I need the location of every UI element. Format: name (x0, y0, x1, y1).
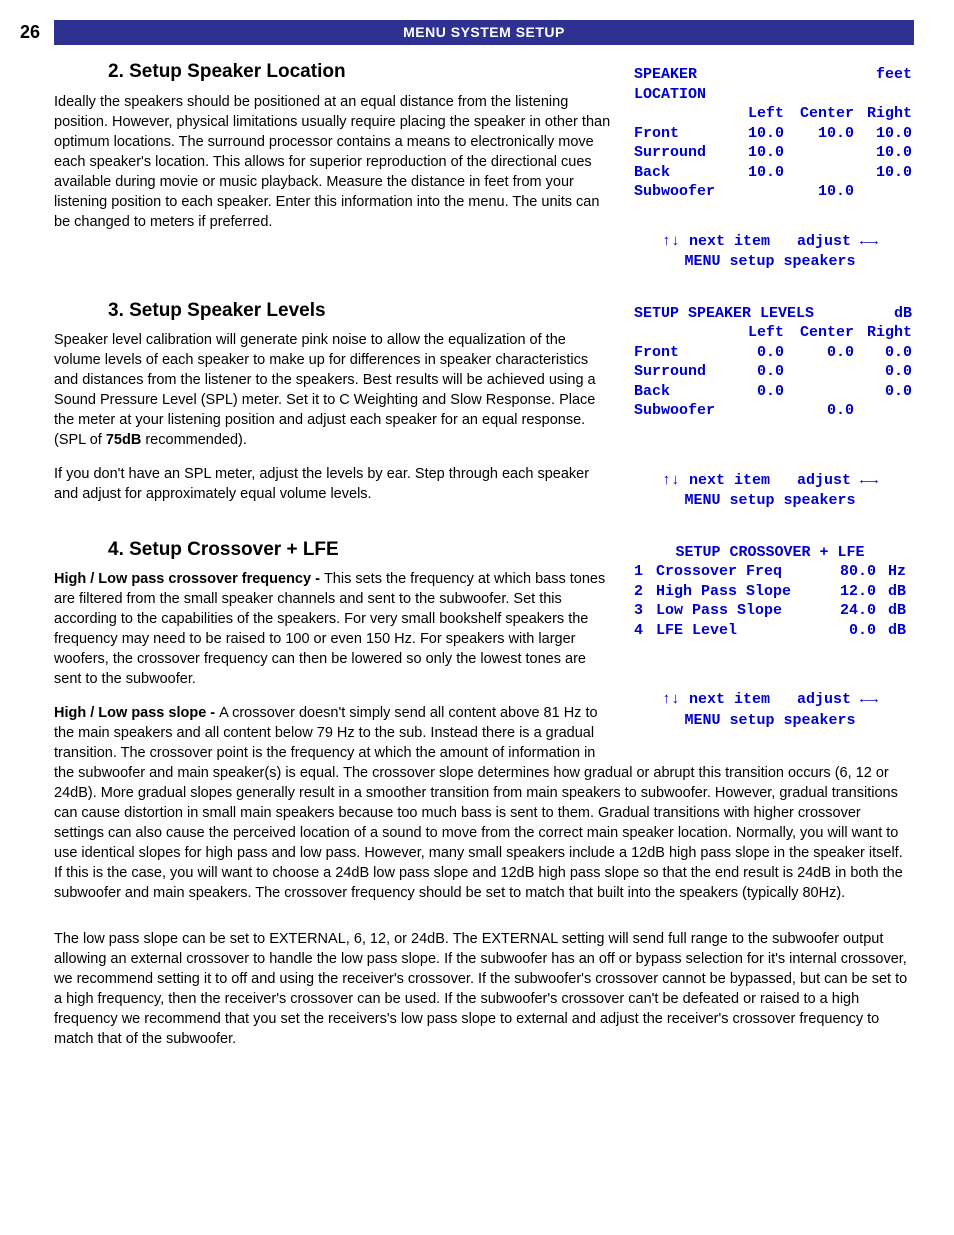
row-val: 10.0 (784, 124, 854, 144)
row-label: LFE Level (656, 621, 806, 641)
osd2-row-sub: Subwoofer 0.0 (634, 401, 906, 421)
row-val: 0.0 (854, 382, 912, 402)
row-val: 10.0 (724, 143, 784, 163)
osd-speaker-location: SPEAKER LOCATION feet Left Center Right … (626, 59, 914, 280)
row-val: 0.0 (724, 362, 784, 382)
nav-hint: adjust ←→ (797, 233, 878, 250)
row-unit: Hz (876, 562, 906, 582)
row-label: Surround (634, 362, 724, 382)
osd2-unit: dB (854, 304, 912, 324)
row-val (724, 182, 784, 202)
osd3-row: 3 Low Pass Slope 24.0 dB (634, 601, 906, 621)
row-val (784, 362, 854, 382)
row-val: 10.0 (724, 124, 784, 144)
row-val: 0.0 (724, 382, 784, 402)
osd2-row-back: Back 0.0 0.0 (634, 382, 906, 402)
row-val: 0.0 (784, 343, 854, 363)
row-label: Subwoofer (634, 401, 724, 421)
row-unit: dB (876, 582, 906, 602)
row-val (854, 182, 912, 202)
row-val (854, 401, 912, 421)
row-val: 10.0 (854, 143, 912, 163)
row-unit: dB (876, 621, 906, 641)
row-val: 0.0 (854, 343, 912, 363)
osd1-row-back: Back 10.0 10.0 (634, 163, 906, 183)
text-bold: High / Low pass slope - (54, 705, 219, 721)
row-num: 2 (634, 582, 656, 602)
row-label: Front (634, 343, 724, 363)
row-val (784, 143, 854, 163)
row-num: 4 (634, 621, 656, 641)
nav-hint: MENU setup speakers (634, 711, 906, 731)
col-center: Center (784, 323, 854, 343)
row-val (724, 401, 784, 421)
row-num: 1 (634, 562, 656, 582)
row-label: High Pass Slope (656, 582, 806, 602)
osd-speaker-levels: SETUP SPEAKER LEVELS dB Left Center Righ… (626, 298, 914, 519)
row-label: Surround (634, 143, 724, 163)
text-bold: 75dB (106, 432, 141, 448)
nav-hint: adjust ←→ (797, 472, 878, 489)
row-label: Front (634, 124, 724, 144)
osd2-row-front: Front 0.0 0.0 0.0 (634, 343, 906, 363)
nav-hint: adjust ←→ (797, 691, 878, 708)
page-number: 26 (20, 20, 54, 45)
nav-hint: MENU setup speakers (634, 252, 906, 272)
osd1-row-front: Front 10.0 10.0 10.0 (634, 124, 906, 144)
text: Speaker level calibration will generate … (54, 332, 596, 448)
section-header: MENU SYSTEM SETUP (54, 20, 914, 45)
row-label: Crossover Freq (656, 562, 806, 582)
osd-crossover: SETUP CROSSOVER + LFE 1 Crossover Freq 8… (626, 537, 914, 739)
row-val: 0.0 (806, 621, 876, 641)
row-val: 12.0 (806, 582, 876, 602)
row-val (784, 382, 854, 402)
osd1-row-sub: Subwoofer 10.0 (634, 182, 906, 202)
row-val: 10.0 (724, 163, 784, 183)
osd3-row: 4 LFE Level 0.0 dB (634, 621, 906, 641)
nav-hint: ↑↓ next item (662, 233, 770, 250)
row-label: Back (634, 163, 724, 183)
row-val: 80.0 (806, 562, 876, 582)
row-label: Subwoofer (634, 182, 724, 202)
col-left: Left (724, 104, 784, 124)
row-val: 0.0 (724, 343, 784, 363)
osd1-unit: feet (854, 65, 912, 104)
row-val: 10.0 (784, 182, 854, 202)
osd3-row: 1 Crossover Freq 80.0 Hz (634, 562, 906, 582)
paragraph: The low pass slope can be set to EXTERNA… (54, 929, 914, 1049)
osd3-title: SETUP CROSSOVER + LFE (634, 543, 906, 563)
text: This sets the frequency at which bass to… (54, 571, 605, 687)
nav-hint: ↑↓ next item (662, 691, 770, 708)
col-left: Left (724, 323, 784, 343)
osd1-title: SPEAKER LOCATION (634, 66, 706, 103)
row-val: 10.0 (854, 163, 912, 183)
row-val (784, 163, 854, 183)
osd1-row-surround: Surround 10.0 10.0 (634, 143, 906, 163)
osd2-row-surround: Surround 0.0 0.0 (634, 362, 906, 382)
col-center: Center (784, 104, 854, 124)
nav-hint: ↑↓ next item (662, 472, 770, 489)
row-val: 24.0 (806, 601, 876, 621)
row-val: 0.0 (854, 362, 912, 382)
row-label: Low Pass Slope (656, 601, 806, 621)
row-label: Back (634, 382, 724, 402)
col-right: Right (854, 104, 912, 124)
row-unit: dB (876, 601, 906, 621)
row-val: 0.0 (784, 401, 854, 421)
row-val: 10.0 (854, 124, 912, 144)
nav-hint: MENU setup speakers (634, 491, 906, 511)
osd3-row: 2 High Pass Slope 12.0 dB (634, 582, 906, 602)
text: recommended). (141, 432, 247, 448)
col-right: Right (854, 323, 912, 343)
text-bold: High / Low pass crossover frequency - (54, 571, 324, 587)
row-num: 3 (634, 601, 656, 621)
osd2-title: SETUP SPEAKER LEVELS (634, 305, 814, 322)
